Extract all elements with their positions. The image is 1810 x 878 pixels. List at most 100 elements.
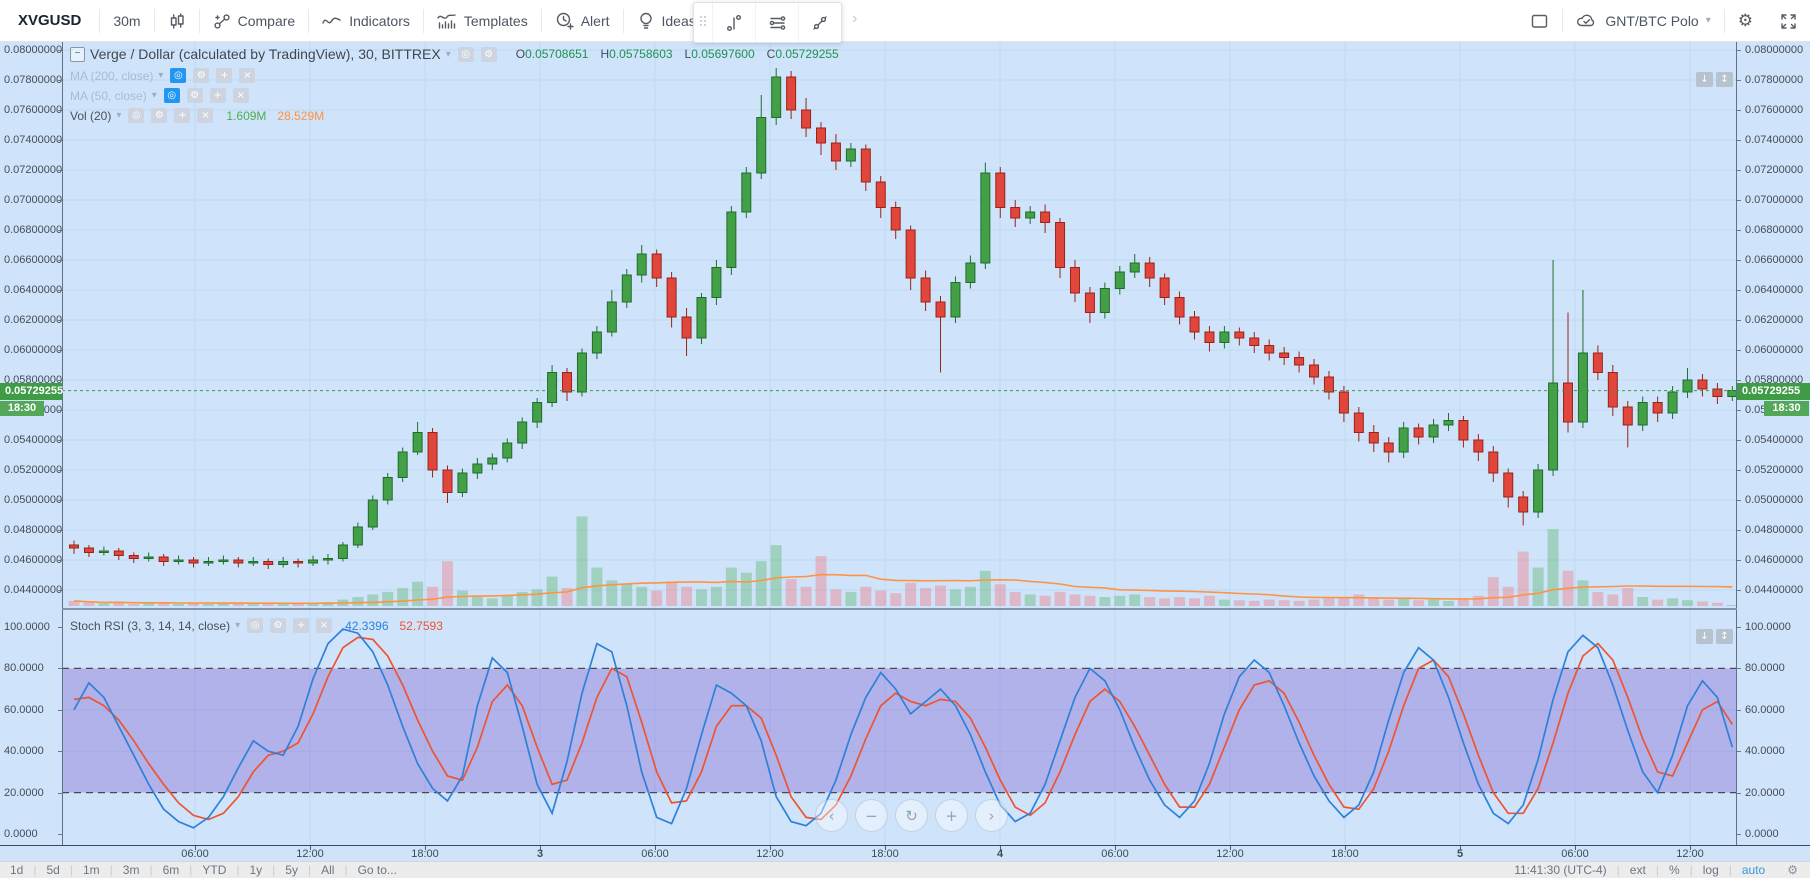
range-button-6m[interactable]: 6m (162, 863, 180, 877)
right-price-axis[interactable]: 0.08000000 0.07800000 0.07600000 0.07400000… (1737, 41, 1810, 845)
vertical-line-tool-button[interactable] (712, 3, 755, 42)
templates-icon (437, 12, 457, 30)
ma200-label[interactable]: MA (200, close) (70, 68, 154, 83)
chevron-down-icon[interactable]: ▾ (151, 90, 157, 101)
goto-button[interactable]: Go to... (357, 863, 397, 877)
move-pane-down-icon[interactable]: ↓ (1696, 72, 1713, 87)
stoch-pane-controls: ↓ ↕ (1696, 629, 1733, 644)
price-tick-label: 0.08000000 (1745, 44, 1804, 56)
templates-button[interactable]: Templates (424, 0, 541, 41)
gear-icon[interactable]: ⚙ (193, 68, 210, 83)
zoom-in-button[interactable]: + (935, 799, 968, 832)
gear-icon[interactable]: ⚙ (151, 108, 168, 123)
chevron-down-icon[interactable]: ▾ (116, 110, 122, 121)
eye-icon[interactable]: ◎ (170, 68, 187, 83)
horizontal-line-tool-button[interactable] (755, 3, 798, 42)
reset-chart-button[interactable]: ↻ (895, 799, 928, 832)
indicators-button[interactable]: Indicators (309, 0, 423, 41)
price-tick-mark (1737, 500, 1741, 501)
drag-handle-icon[interactable] (694, 12, 712, 33)
close-icon[interactable]: × (239, 68, 256, 83)
price-tick-mark (1737, 140, 1741, 141)
extended-hours-button[interactable]: ext (1629, 863, 1646, 877)
gear-icon[interactable]: ⚙ (186, 88, 203, 103)
candlestick-icon (168, 12, 186, 30)
layout-select-button[interactable]: GNT/BTC Polo ▾ (1563, 0, 1723, 41)
zoom-out-button[interactable]: − (855, 799, 888, 832)
price-tick-mark (1737, 200, 1741, 201)
price-tick-label: 0.06200000 (4, 314, 63, 326)
chart-style-button[interactable] (155, 0, 199, 41)
plus-icon[interactable]: + (209, 88, 226, 103)
range-button-5d[interactable]: 5d (46, 863, 60, 877)
move-pane-down-icon[interactable]: ↓ (1696, 629, 1713, 644)
eye-icon[interactable]: ◎ (247, 618, 264, 633)
price-tick-label: 0.07600000 (4, 104, 63, 116)
close-icon[interactable]: × (197, 108, 214, 123)
volume-bar (1338, 597, 1350, 606)
candle-body (442, 469, 453, 493)
alert-button[interactable]: Alert (542, 0, 623, 41)
price-pane[interactable] (62, 41, 1737, 608)
scroll-left-button[interactable]: ‹ (815, 799, 848, 832)
resize-pane-icon[interactable]: ↕ (1716, 72, 1733, 87)
stoch-rsi-pane[interactable] (62, 610, 1737, 845)
chevron-down-icon[interactable]: ▾ (445, 48, 451, 60)
snapshot-button[interactable] (1517, 0, 1562, 41)
scroll-right-button[interactable]: › (975, 799, 1008, 832)
left-price-axis[interactable]: 0.08000000 0.07800000 0.07600000 0.07400000… (0, 41, 63, 845)
time-tick-mark (1575, 846, 1576, 850)
volume-bar (845, 591, 857, 606)
auto-scale-button[interactable]: auto (1741, 863, 1766, 877)
candle-body (382, 477, 393, 501)
volume-label[interactable]: Vol (20) (70, 108, 112, 123)
pane-separator[interactable] (62, 608, 1737, 610)
time-axis[interactable]: 06:00 12:00 18:00 3 06:00 12:00 18:00 4 06:00 12:… (0, 845, 1810, 861)
range-button-1m[interactable]: 1m (82, 863, 100, 877)
collapse-pane-icon[interactable]: − (70, 46, 85, 62)
range-button-3m[interactable]: 3m (122, 863, 140, 877)
log-scale-button[interactable]: log (1702, 863, 1719, 877)
chevron-down-icon[interactable]: ▾ (235, 620, 241, 631)
volume-bar (382, 591, 394, 606)
range-button-ytd[interactable]: YTD (202, 863, 227, 877)
eye-icon[interactable]: ◎ (128, 108, 145, 123)
candle-body (606, 301, 617, 333)
candle-body (352, 526, 363, 546)
range-button-5y[interactable]: 5y (285, 863, 298, 877)
percent-scale-button[interactable]: % (1668, 863, 1680, 877)
plus-icon[interactable]: + (216, 68, 233, 83)
chart-plot-area[interactable]: − Verge / Dollar (calculated by TradingV… (62, 41, 1737, 845)
gear-icon[interactable]: ⚙ (1787, 863, 1798, 877)
plus-icon[interactable]: + (293, 618, 310, 633)
compare-button[interactable]: Compare (200, 0, 309, 41)
stoch-tick-mark (1737, 834, 1741, 835)
eye-icon[interactable]: ◎ (457, 46, 474, 62)
fullscreen-button[interactable] (1766, 0, 1810, 41)
eye-icon[interactable]: ◎ (163, 88, 180, 103)
trend-line-tool-button[interactable] (798, 3, 841, 42)
close-icon[interactable]: × (316, 618, 333, 633)
gear-icon[interactable]: ⚙ (480, 46, 497, 62)
chevron-down-icon[interactable]: ▾ (158, 70, 164, 81)
symbol-title[interactable]: Verge / Dollar (calculated by TradingVie… (90, 46, 441, 62)
ma50-label[interactable]: MA (50, close) (70, 88, 147, 103)
candle-body (696, 297, 707, 339)
close-icon[interactable]: × (232, 88, 249, 103)
range-button-1d[interactable]: 1d (10, 863, 24, 877)
symbol-button[interactable]: XVGUSD (18, 12, 82, 29)
volume-bar (860, 586, 872, 606)
volume-bar (247, 604, 259, 606)
candle-body (1114, 271, 1125, 289)
interval-button[interactable]: 30m (113, 12, 141, 29)
range-button-1y[interactable]: 1y (249, 863, 263, 877)
range-button-all[interactable]: All (321, 863, 335, 877)
plus-icon[interactable]: + (174, 108, 191, 123)
stoch-label[interactable]: Stoch RSI (3, 3, 14, 14, close) (70, 618, 231, 633)
gear-icon[interactable]: ⚙ (270, 618, 287, 633)
chart-properties-button[interactable]: ⚙ (1725, 0, 1766, 41)
palette-expand-icon[interactable]: › (852, 10, 858, 27)
clock-label[interactable]: 11:41:30 (UTC-4) (1514, 863, 1607, 877)
resize-pane-icon[interactable]: ↕ (1716, 629, 1733, 644)
stoch-tick-label: 80.0000 (1745, 662, 1785, 675)
